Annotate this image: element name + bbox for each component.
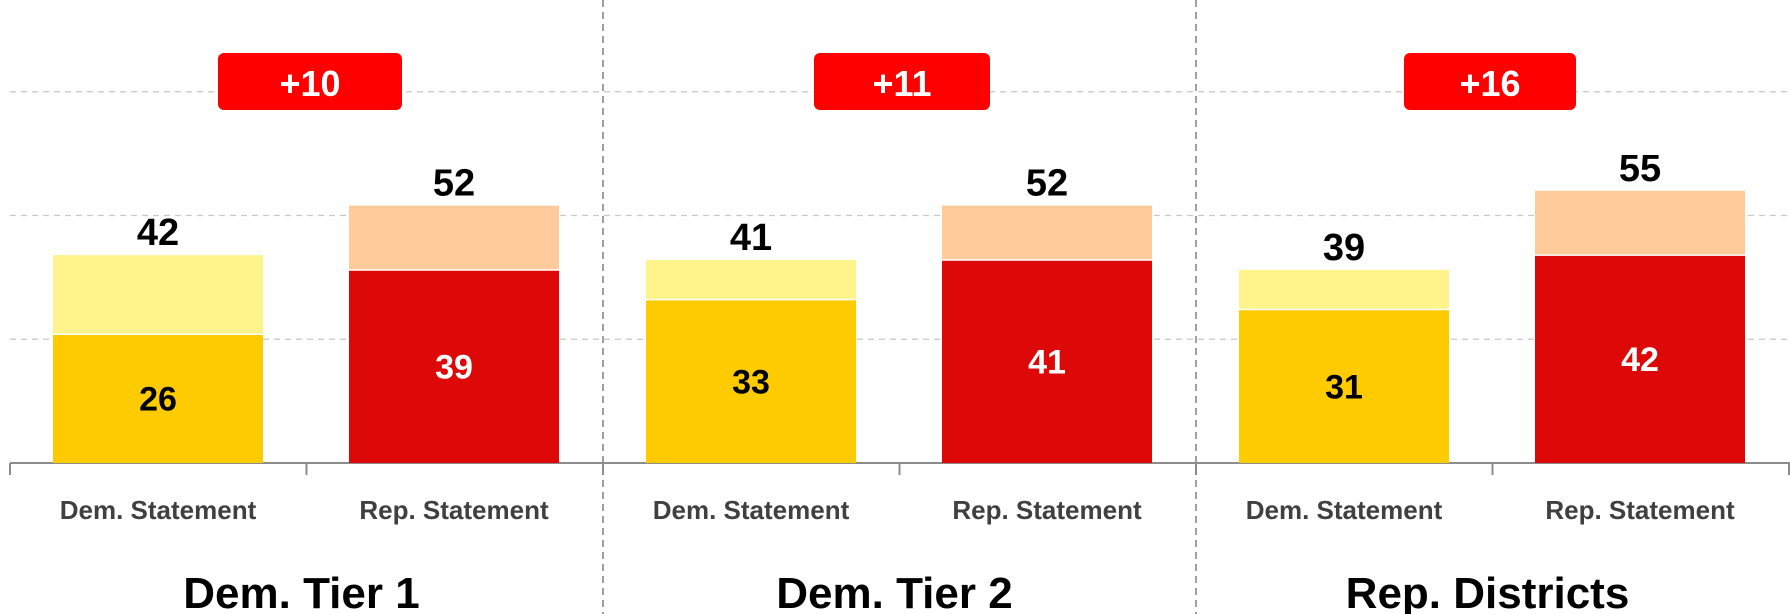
bar-total-label: 55 [1619, 148, 1661, 190]
group-label: Dem. Tier 2 [776, 569, 1012, 614]
bar-total-label: 42 [137, 212, 179, 254]
category-label: Dem. Statement [60, 495, 257, 525]
group-label: Rep. Districts [1346, 569, 1630, 614]
bar-inner-dem [53, 334, 263, 463]
margin-badge [218, 53, 402, 110]
bar-inner-label: 41 [1028, 344, 1066, 382]
bar-total-label: 52 [1026, 163, 1068, 205]
bar-inner-label: 33 [732, 363, 770, 401]
category-label: Dem. Statement [1246, 495, 1443, 525]
margin-badge [814, 53, 990, 110]
margin-badge-label: +10 [279, 63, 340, 104]
bar-inner-rep [942, 260, 1152, 463]
bar-inner-dem [1239, 309, 1449, 463]
bar-inner-label: 26 [139, 381, 177, 419]
bar-total-label: 52 [433, 163, 475, 205]
category-label: Rep. Statement [1545, 495, 1735, 525]
bar-inner-rep [1535, 255, 1745, 463]
bar-total-label: 41 [730, 217, 772, 259]
margin-badge-label: +16 [1459, 63, 1520, 104]
bar-inner-label: 42 [1621, 341, 1659, 379]
group-label: Dem. Tier 1 [183, 569, 419, 614]
category-label: Rep. Statement [359, 495, 549, 525]
bar-inner-rep [349, 269, 559, 463]
bar-inner-label: 31 [1325, 368, 1363, 406]
bar-inner-label: 39 [435, 348, 473, 386]
category-label: Dem. Statement [653, 495, 850, 525]
margin-badge-label: +11 [872, 63, 931, 104]
bar-inner-dem [646, 299, 856, 463]
bar-total-label: 39 [1323, 227, 1365, 269]
margin-badge [1404, 53, 1576, 110]
category-label: Rep. Statement [952, 495, 1142, 525]
